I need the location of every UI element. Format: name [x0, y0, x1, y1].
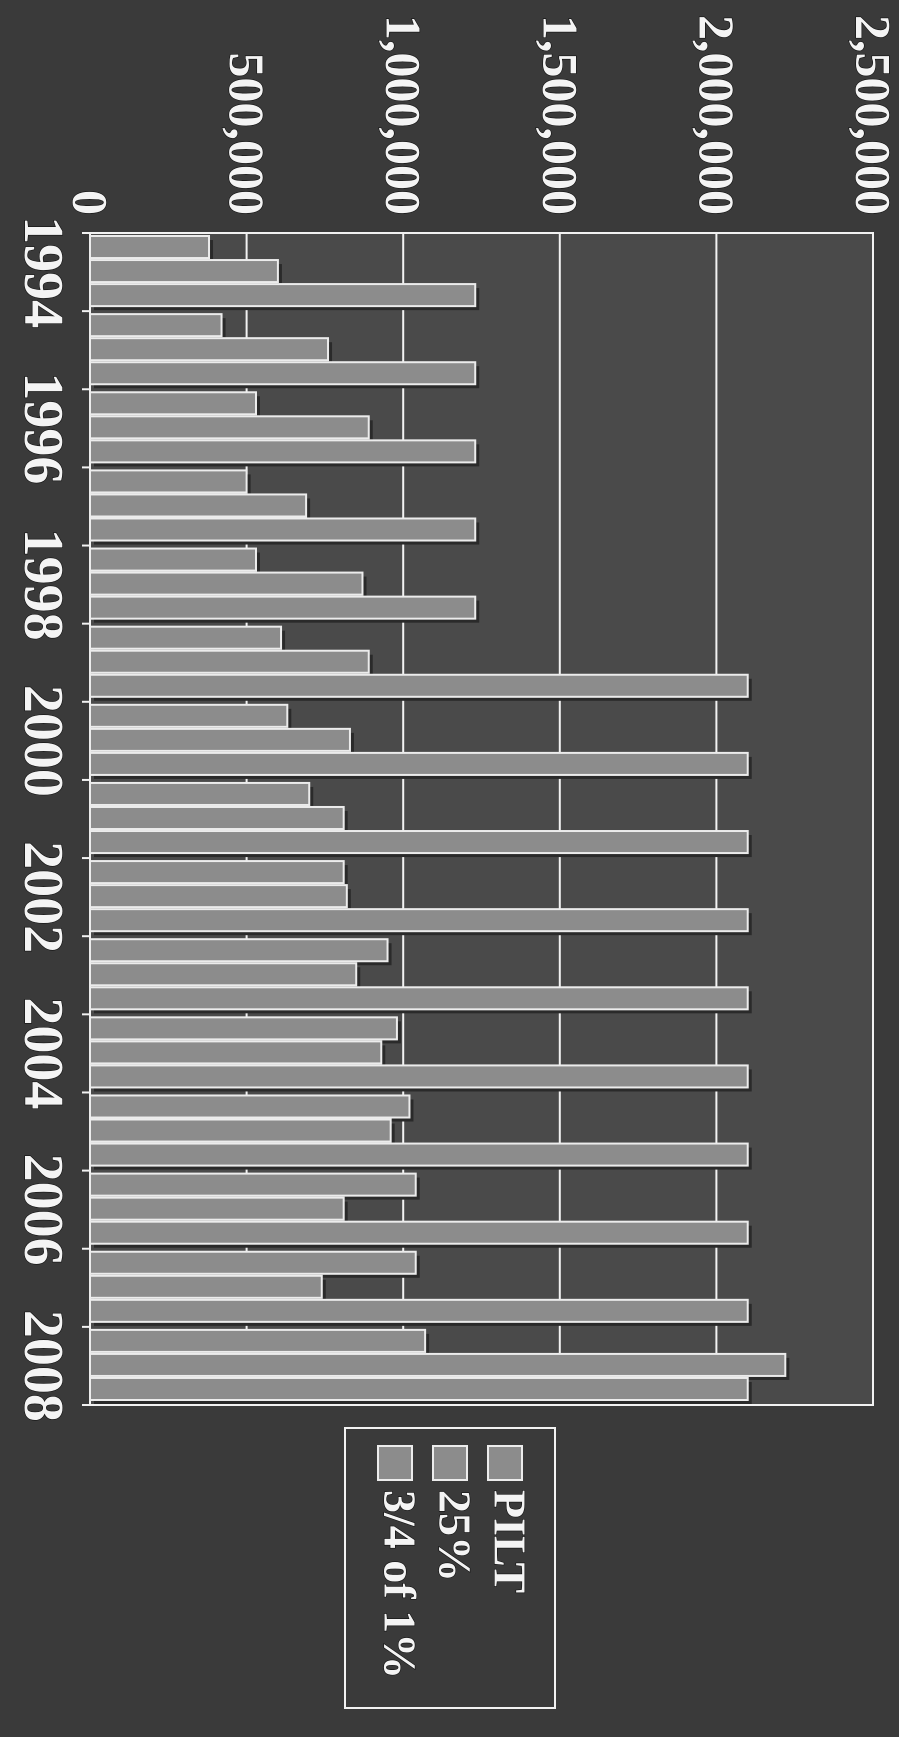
bar-25--2004 [89, 1040, 383, 1065]
x-tick-label: 1996 [12, 372, 74, 484]
y-tick-label: 2,500,000 [846, 15, 899, 215]
bar-pilt-2002 [89, 908, 749, 933]
x-tick-label: 2004 [12, 997, 74, 1109]
bar-3-4-of-1--1994 [89, 235, 211, 260]
bar-3-4-of-1--1997 [89, 469, 248, 494]
bar-3-4-of-1--2003 [89, 938, 389, 963]
bar-pilt-2006 [89, 1220, 749, 1245]
bar-3-4-of-1--1995 [89, 313, 223, 338]
bar-25--2006 [89, 1196, 345, 1221]
x-tick-label: 2006 [12, 1154, 74, 1266]
legend-label: PILT [484, 1490, 535, 1593]
bar-3-4-of-1--2001 [89, 781, 311, 806]
bar-25--2008 [89, 1352, 787, 1377]
bar-25--2001 [89, 805, 345, 831]
bar-pilt-1997 [89, 517, 477, 542]
x-tick-label: 2002 [12, 841, 74, 953]
legend-swatch [377, 1445, 413, 1481]
bar-25--1997 [89, 493, 308, 518]
bar-3-4-of-1--2004 [89, 1016, 398, 1041]
bar-25--2000 [89, 727, 351, 752]
bar-3-4-of-1--2007 [89, 1250, 417, 1275]
bar-25--1998 [89, 571, 364, 596]
legend-swatch [487, 1445, 523, 1481]
bar-25--2003 [89, 962, 358, 987]
bar-pilt-2007 [89, 1298, 749, 1323]
bar-25--2007 [89, 1274, 323, 1299]
bar-25--2002 [89, 884, 348, 909]
y-tick-label: 500,000 [219, 53, 275, 216]
y-tick-label: 2,000,000 [689, 15, 745, 215]
bar-pilt-1994 [89, 283, 477, 308]
bar-pilt-2005 [89, 1142, 749, 1167]
bar-pilt-1995 [89, 361, 477, 386]
x-tick-label: 2000 [12, 685, 74, 797]
x-tick-label: 2008 [12, 1310, 74, 1422]
bar-3-4-of-1--2002 [89, 860, 345, 885]
y-tick-label: 1,500,000 [532, 15, 588, 215]
legend-label: 25% [429, 1490, 480, 1582]
bar-pilt-2004 [89, 1064, 749, 1089]
y-tick-label: 0 [63, 190, 119, 215]
bar-3-4-of-1--2008 [89, 1328, 427, 1353]
legend-label: 3/4 of 1% [374, 1490, 425, 1679]
x-tick-label: 1998 [12, 529, 74, 641]
bar-3-4-of-1--2000 [89, 703, 289, 728]
y-tick-label: 1,000,000 [376, 15, 432, 215]
bar-pilt-2003 [89, 986, 749, 1011]
bar-pilt-2000 [89, 751, 749, 776]
bar-pilt-1998 [89, 595, 477, 620]
bar-25--1999 [89, 649, 370, 674]
bar-pilt-2001 [89, 830, 749, 855]
bar-pilt-1996 [89, 439, 477, 464]
bar-3-4-of-1--1996 [89, 391, 257, 416]
bar-25--2005 [89, 1118, 392, 1143]
x-tick-label: 1994 [12, 216, 74, 328]
bar-3-4-of-1--1998 [89, 547, 257, 572]
bar-25--1996 [89, 415, 370, 440]
bar-25--1994 [89, 259, 279, 284]
legend [344, 1427, 556, 1709]
bar-pilt-1999 [89, 673, 749, 698]
legend-swatch [432, 1445, 468, 1481]
bar-3-4-of-1--2006 [89, 1172, 417, 1197]
bar-3-4-of-1--1999 [89, 625, 283, 650]
bar-pilt-2008 [89, 1376, 749, 1401]
bar-25--1995 [89, 337, 330, 362]
bar-3-4-of-1--2005 [89, 1094, 411, 1119]
